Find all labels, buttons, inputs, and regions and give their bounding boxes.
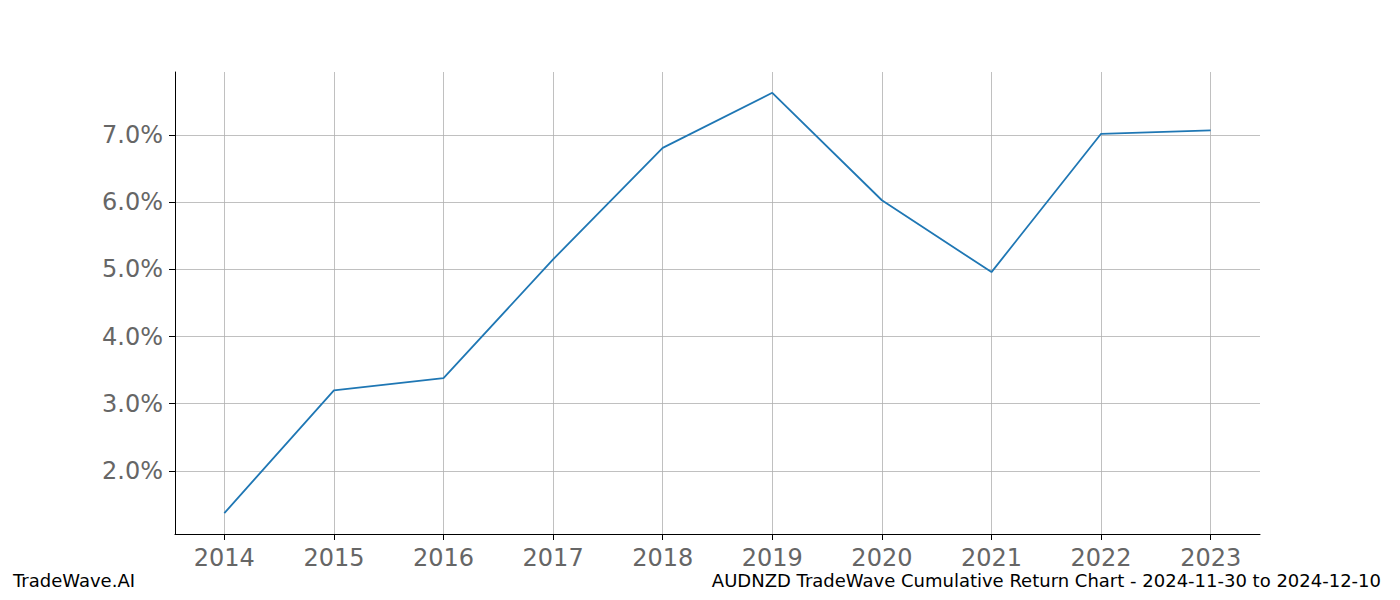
svg-text:4.0%: 4.0% (102, 323, 163, 351)
svg-text:2023: 2023 (1180, 544, 1241, 572)
svg-text:2016: 2016 (413, 544, 474, 572)
svg-text:2014: 2014 (194, 544, 255, 572)
svg-text:2020: 2020 (851, 544, 912, 572)
svg-text:2.0%: 2.0% (102, 457, 163, 485)
svg-text:TradeWave.AI: TradeWave.AI (12, 570, 135, 591)
svg-text:2021: 2021 (961, 544, 1022, 572)
svg-text:5.0%: 5.0% (102, 255, 163, 283)
svg-text:AUDNZD TradeWave Cumulative Re: AUDNZD TradeWave Cumulative Return Chart… (712, 570, 1381, 591)
svg-text:2018: 2018 (632, 544, 693, 572)
svg-text:3.0%: 3.0% (102, 390, 163, 418)
svg-text:7.0%: 7.0% (102, 121, 163, 149)
svg-text:6.0%: 6.0% (102, 188, 163, 216)
svg-text:2015: 2015 (303, 544, 364, 572)
svg-text:2022: 2022 (1071, 544, 1132, 572)
svg-text:2017: 2017 (523, 544, 584, 572)
svg-text:2019: 2019 (742, 544, 803, 572)
